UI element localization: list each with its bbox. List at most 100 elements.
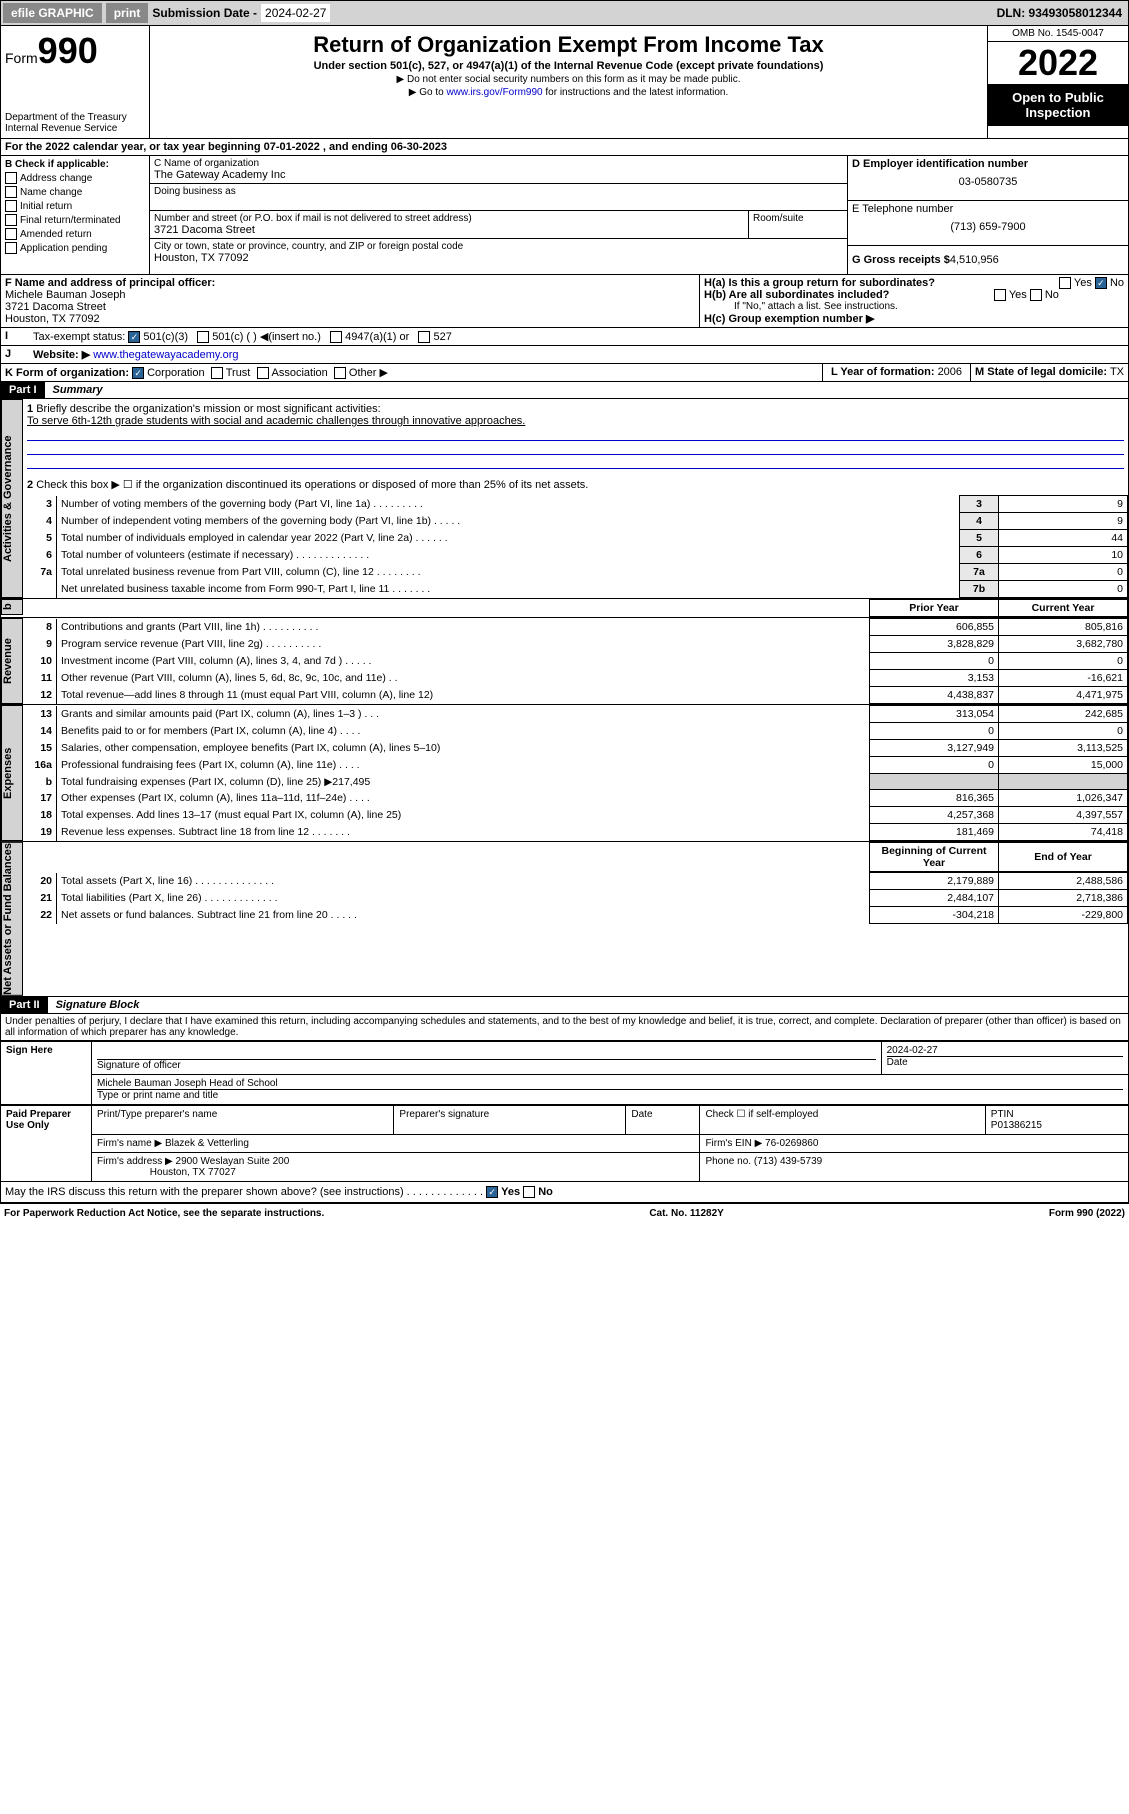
ptin-label: PTIN bbox=[991, 1109, 1014, 1120]
net-table: 20Total assets (Part X, line 16) . . . .… bbox=[23, 872, 1128, 924]
prep-date-label: Date bbox=[626, 1106, 700, 1135]
prior-year-header: Prior Year bbox=[870, 600, 999, 617]
addr-change: Address change bbox=[20, 173, 92, 184]
website-label: Website: ▶ bbox=[33, 349, 90, 361]
discuss-yes: Yes bbox=[501, 1186, 520, 1198]
hb-label: H(b) Are all subordinates included? bbox=[704, 289, 889, 301]
year-formation-label: L Year of formation: bbox=[831, 366, 935, 378]
firm-name: Blazek & Vetterling bbox=[165, 1138, 249, 1149]
opt-501c3: 501(c)(3) bbox=[143, 331, 188, 343]
page-footer: For Paperwork Reduction Act Notice, see … bbox=[0, 1203, 1129, 1223]
revenue-table: 8Contributions and grants (Part VIII, li… bbox=[23, 618, 1128, 704]
form-number: 990 bbox=[38, 30, 98, 71]
box-b: B Check if applicable: Address change Na… bbox=[1, 156, 150, 274]
sig-officer-label: Signature of officer bbox=[97, 1059, 876, 1071]
domicile-label: M State of legal domicile: bbox=[975, 366, 1107, 378]
firm-phone: (713) 439-5739 bbox=[754, 1156, 822, 1167]
preparer-table: Paid Preparer Use Only Print/Type prepar… bbox=[0, 1105, 1129, 1182]
addr-label: Number and street (or P.O. box if mail i… bbox=[154, 213, 744, 224]
note2b: for instructions and the latest informat… bbox=[543, 87, 729, 98]
opt-corp: Corporation bbox=[147, 367, 204, 379]
net-header-table: Beginning of Current YearEnd of Year bbox=[23, 842, 1128, 872]
form-subtitle: Under section 501(c), 527, or 4947(a)(1)… bbox=[154, 60, 983, 72]
dept: Department of the Treasury bbox=[5, 112, 145, 123]
inspection-badge: Open to Public Inspection bbox=[988, 84, 1128, 126]
omb: OMB No. 1545-0047 bbox=[988, 26, 1128, 42]
q2-label: Check this box ▶ ☐ if the organization d… bbox=[36, 479, 588, 491]
firm-ein-label: Firm's EIN ▶ bbox=[705, 1138, 762, 1149]
year-formation: 2006 bbox=[938, 366, 962, 378]
efile-button[interactable]: efile GRAPHIC bbox=[3, 3, 102, 23]
room-label: Room/suite bbox=[749, 211, 847, 238]
officer-name: Michele Bauman Joseph bbox=[5, 289, 125, 301]
firm-name-label: Firm's name ▶ bbox=[97, 1138, 162, 1149]
vlabel-revenue: Revenue bbox=[1, 618, 23, 704]
opt-trust: Trust bbox=[226, 367, 251, 379]
expenses-table: 13Grants and similar amounts paid (Part … bbox=[23, 705, 1128, 841]
gross-value: 4,510,956 bbox=[950, 254, 999, 266]
submission-date: 2024-02-27 bbox=[261, 4, 330, 22]
vlabel-b: b bbox=[1, 599, 23, 615]
ha-label: H(a) Is this a group return for subordin… bbox=[704, 277, 935, 289]
form990-link[interactable]: www.irs.gov/Form990 bbox=[446, 87, 542, 98]
form-title: Return of Organization Exempt From Incom… bbox=[154, 32, 983, 58]
discuss-label: May the IRS discuss this return with the… bbox=[5, 1186, 483, 1198]
ein-label: D Employer identification number bbox=[852, 158, 1028, 170]
top-bar: efile GRAPHIC print Submission Date - 20… bbox=[0, 0, 1129, 26]
catalog-number: Cat. No. 11282Y bbox=[649, 1208, 723, 1219]
form-word: Form bbox=[5, 50, 38, 66]
final-return: Final return/terminated bbox=[20, 215, 121, 226]
part-i-header: Part I bbox=[1, 382, 45, 398]
sig-date: 2024-02-27 bbox=[887, 1045, 1123, 1056]
phone-label: E Telephone number bbox=[852, 203, 953, 215]
part-ii-title: Signature Block bbox=[48, 997, 148, 1013]
governance-table: 3Number of voting members of the governi… bbox=[23, 495, 1128, 598]
firm-addr: 2900 Weslayan Suite 200 bbox=[176, 1156, 290, 1167]
name-change: Name change bbox=[20, 187, 82, 198]
tax-status-label: Tax-exempt status: bbox=[33, 331, 125, 343]
opt-4947: 4947(a)(1) or bbox=[345, 331, 409, 343]
box-b-label: B Check if applicable: bbox=[5, 159, 109, 170]
officer-city: Houston, TX 77092 bbox=[5, 313, 100, 325]
q1-label: Briefly describe the organization's miss… bbox=[36, 403, 380, 415]
vlabel-governance: Activities & Governance bbox=[1, 399, 23, 598]
form-org-label: K Form of organization: bbox=[5, 367, 129, 379]
city-label: City or town, state or province, country… bbox=[154, 241, 843, 252]
dba-label: Doing business as bbox=[154, 186, 843, 197]
app-pending: Application pending bbox=[20, 243, 107, 254]
ptin-value: P01386215 bbox=[991, 1120, 1042, 1131]
officer-addr: 3721 Dacoma Street bbox=[5, 301, 106, 313]
ein-value: 03-0580735 bbox=[852, 176, 1124, 188]
officer-print-name: Michele Bauman Joseph Head of School bbox=[97, 1078, 1123, 1089]
current-year-header: Current Year bbox=[999, 600, 1128, 617]
self-employed: Check ☐ if self-employed bbox=[700, 1106, 985, 1135]
hb-note: If "No," attach a list. See instructions… bbox=[734, 301, 1124, 312]
paid-preparer: Paid Preparer Use Only bbox=[1, 1106, 92, 1182]
line-a: For the 2022 calendar year, or tax year … bbox=[1, 139, 1128, 155]
opt-assoc: Association bbox=[272, 367, 328, 379]
print-button[interactable]: print bbox=[106, 3, 149, 23]
vlabel-expenses: Expenses bbox=[1, 705, 23, 841]
paperwork-notice: For Paperwork Reduction Act Notice, see … bbox=[4, 1208, 324, 1219]
tax-year: 2022 bbox=[988, 42, 1128, 84]
penalty-text: Under penalties of perjury, I declare th… bbox=[0, 1014, 1129, 1041]
prep-sig-label: Preparer's signature bbox=[394, 1106, 626, 1135]
part-i-title: Summary bbox=[45, 382, 111, 398]
opt-527: 527 bbox=[433, 331, 451, 343]
form-ref: Form 990 (2022) bbox=[1049, 1208, 1125, 1219]
website-link[interactable]: www.thegatewayacademy.org bbox=[93, 349, 238, 361]
submission-label: Submission Date - bbox=[152, 6, 257, 20]
end-year-header: End of Year bbox=[999, 843, 1128, 872]
street-address: 3721 Dacoma Street bbox=[154, 224, 744, 236]
hc-label: H(c) Group exemption number ▶ bbox=[704, 313, 874, 325]
note2a: ▶ Go to bbox=[409, 87, 447, 98]
irs: Internal Revenue Service bbox=[5, 123, 145, 134]
vlabel-net: Net Assets or Fund Balances bbox=[1, 842, 23, 996]
box-c-label: C Name of organization bbox=[154, 158, 843, 169]
sign-here: Sign Here bbox=[1, 1042, 92, 1105]
discuss-no: No bbox=[538, 1186, 553, 1198]
date-label: Date bbox=[887, 1056, 1123, 1068]
part-ii-header: Part II bbox=[1, 997, 48, 1013]
mission-text: To serve 6th-12th grade students with so… bbox=[27, 415, 525, 427]
firm-addr-label: Firm's address ▶ bbox=[97, 1156, 173, 1167]
